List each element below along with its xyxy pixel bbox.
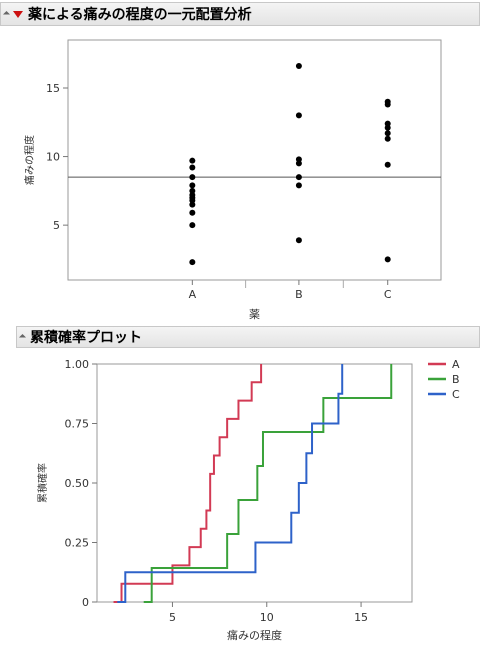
data-point-C (384, 256, 391, 263)
oneway-analysis-title: 薬による痛みの程度の一元配置分析 (28, 7, 252, 23)
y-axis-label: 累積確率 (36, 463, 49, 503)
x-tick-label: 10 (260, 611, 274, 624)
red-triangle-menu-icon[interactable] (13, 10, 23, 18)
data-point-A (189, 164, 196, 171)
data-point-B (295, 112, 302, 119)
data-point-B (295, 160, 302, 167)
data-point-C (384, 124, 391, 131)
legend-label-A: A (452, 358, 460, 371)
data-point-C (384, 135, 391, 142)
data-point-A (189, 259, 196, 266)
plot-frame (67, 39, 442, 281)
data-point-C (384, 161, 391, 168)
y-axis-label: 痛みの程度 (23, 135, 36, 185)
data-point-B (295, 156, 302, 163)
data-point-B (295, 174, 302, 181)
data-point-A (189, 209, 196, 216)
x-tick-label: 5 (169, 611, 176, 624)
data-point-A (189, 182, 196, 189)
y-tick-label: 0 (82, 596, 89, 609)
cdf-line-C (117, 364, 344, 603)
y-tick-label: 0.25 (65, 537, 90, 550)
cdf-line-B (143, 364, 393, 603)
disclosure-triangle-icon[interactable] (2, 10, 11, 18)
x-axis-label: 痛みの程度 (227, 628, 282, 642)
cdf-step-chart: 0 0.25 0.50 0.75 1.00 5 10 15 痛みの程度 累積確率 ABC (36, 358, 460, 642)
x-tick-label: C (384, 288, 392, 301)
x-tick-label: A (189, 288, 197, 301)
x-axis-label: 薬 (249, 308, 260, 321)
y-tick-label: 0.50 (65, 477, 90, 490)
legend-label-B: B (452, 373, 460, 386)
y-tick-label: 15 (46, 82, 60, 95)
y-tick-label: 5 (53, 219, 60, 232)
data-point-A (189, 157, 196, 164)
data-point-C (384, 101, 391, 108)
legend-label-C: C (452, 388, 460, 401)
y-tick-label: 0.75 (65, 418, 90, 431)
disclosure-triangle-icon[interactable] (18, 333, 27, 341)
data-point-A (189, 187, 196, 194)
data-point-A (189, 197, 196, 204)
data-point-C (384, 120, 391, 127)
oneway-scatter-chart: 5 10 15 痛みの程度 A B C 薬 (23, 39, 442, 321)
y-tick-label: 10 (46, 151, 60, 164)
data-point-A (189, 222, 196, 229)
data-point-A (189, 174, 196, 181)
data-point-B (295, 63, 302, 70)
cdf-plot-title: 累積確率プロット (30, 330, 142, 346)
oneway-analysis-header[interactable]: 薬による痛みの程度の一元配置分析 (0, 2, 480, 26)
x-tick-label: B (295, 288, 303, 301)
data-point-A (189, 201, 196, 208)
data-point-C (384, 130, 391, 137)
cdf-plot-header[interactable]: 累積確率プロット (16, 326, 480, 348)
data-point-B (295, 182, 302, 189)
y-tick-label: 1.00 (65, 358, 90, 371)
cdf-line-A (113, 364, 263, 603)
data-point-B (295, 237, 302, 244)
x-tick-label: 15 (354, 611, 368, 624)
